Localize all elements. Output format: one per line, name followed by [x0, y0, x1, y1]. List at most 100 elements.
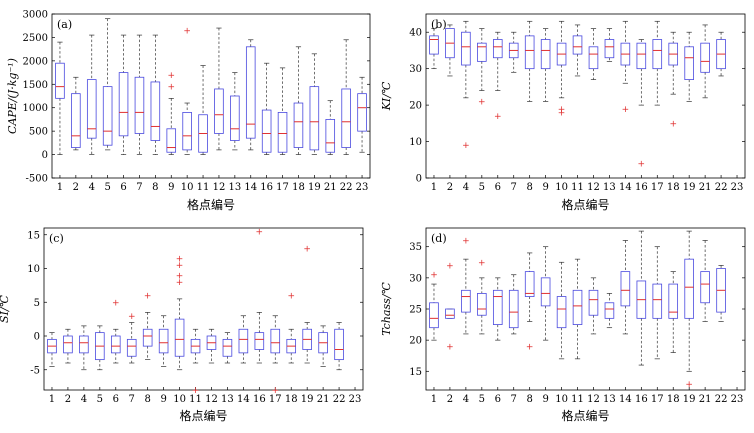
iqr-box	[556, 296, 567, 329]
x-tick-label: 22	[715, 182, 728, 193]
outlier-point: +	[478, 97, 486, 107]
x-tick-label: 6	[495, 182, 501, 193]
y-tick-label: 10	[409, 137, 422, 148]
box-8: +	[142, 292, 153, 360]
outlier-point: +	[558, 108, 566, 118]
box-6: +	[492, 31, 503, 122]
x-tick-label: 22	[333, 394, 346, 405]
box-14: +	[620, 20, 631, 115]
box-16	[636, 230, 647, 366]
outlier-point: +	[685, 380, 693, 390]
x-tick-label: 11	[571, 394, 584, 405]
box-16: +	[254, 227, 265, 364]
iqr-box	[238, 328, 249, 354]
iqr-box	[102, 86, 113, 146]
x-tick-label: 18	[292, 182, 305, 193]
x-tick-label: 14	[244, 182, 257, 193]
outlier-point: +	[167, 71, 175, 81]
iqr-box	[461, 31, 471, 66]
plot-frame	[425, 227, 746, 391]
x-tick-label: 7	[136, 182, 142, 193]
iqr-box	[684, 46, 694, 80]
box-21	[325, 100, 336, 155]
x-tick-label: 9	[160, 394, 166, 405]
box-4: +	[461, 20, 471, 151]
iqr-box	[174, 318, 185, 357]
iqr-box	[524, 35, 535, 70]
iqr-box	[652, 283, 663, 319]
y-tick-label: 30	[409, 273, 422, 284]
iqr-box	[79, 335, 89, 354]
x-tick-label: 23	[731, 394, 744, 405]
iqr-box	[134, 76, 145, 134]
panel-label: (c)	[49, 232, 64, 245]
iqr-box	[55, 62, 65, 99]
x-tick-label: 4	[463, 182, 469, 193]
iqr-box	[254, 332, 265, 350]
x-tick-label: 10	[555, 182, 568, 193]
box-18	[668, 271, 679, 353]
iqr-box	[700, 42, 710, 73]
outlier-point: +	[526, 342, 534, 352]
iqr-box	[270, 328, 281, 354]
box-22	[716, 31, 726, 77]
outlier-point: +	[494, 112, 502, 122]
x-tick-label: 17	[269, 394, 282, 405]
box-2: ++	[445, 261, 455, 352]
y-tick-label: 2000	[23, 56, 48, 67]
iqr-box	[508, 289, 519, 329]
panel-label: (d)	[431, 232, 447, 245]
box-10: +	[182, 26, 192, 155]
x-tick-label: 5	[479, 182, 485, 193]
x-tick-label: 18	[667, 182, 680, 193]
box-13	[230, 72, 240, 151]
outlier-point: +	[112, 298, 120, 308]
box-22	[341, 39, 351, 155]
x-tick-label: 18	[285, 394, 298, 405]
iqr-box	[668, 283, 679, 319]
box-17: +	[270, 315, 281, 396]
x-tick-label: 8	[144, 394, 150, 405]
iqr-box	[230, 95, 240, 141]
x-tick-label: 8	[526, 182, 532, 193]
x-tick-label: 9	[542, 182, 548, 193]
x-tick-label: 18	[667, 394, 680, 405]
y-tick-label: 15	[409, 367, 422, 378]
box-14	[620, 240, 631, 335]
x-tick-label: 22	[340, 182, 353, 193]
box-21	[700, 240, 710, 322]
iqr-box	[63, 335, 73, 354]
outlier-point: +	[176, 261, 184, 271]
iqr-box	[126, 338, 137, 357]
iqr-box	[588, 289, 599, 316]
box-14	[238, 315, 249, 364]
y-tick-label: 0	[34, 332, 40, 343]
iqr-box	[118, 72, 129, 137]
x-tick-label: 10	[555, 394, 568, 405]
outlier-point: +	[176, 278, 184, 288]
box-22	[334, 322, 344, 371]
iqr-box	[429, 35, 439, 55]
x-tick-label: 6	[495, 394, 501, 405]
x-tick-label: 19	[301, 394, 314, 405]
outlier-point: +	[446, 261, 454, 271]
iqr-box	[245, 46, 256, 139]
y-tick-label: -500	[26, 174, 48, 185]
box-7	[134, 34, 145, 155]
box-19: +	[684, 230, 694, 390]
outlier-point: +	[622, 105, 630, 115]
box-8: +	[524, 252, 535, 352]
panel-label: (b)	[431, 18, 447, 31]
x-tick-label: 4	[81, 394, 87, 405]
x-tick-label: 11	[571, 182, 584, 193]
outlier-point: +	[256, 227, 264, 237]
x-tick-label: 7	[511, 182, 517, 193]
y-tick-label: 15	[27, 230, 40, 241]
iqr-box	[684, 258, 694, 319]
box-7	[508, 31, 519, 73]
box-6	[118, 34, 129, 155]
box-11	[198, 65, 208, 155]
x-tick-label: 2	[73, 182, 79, 193]
